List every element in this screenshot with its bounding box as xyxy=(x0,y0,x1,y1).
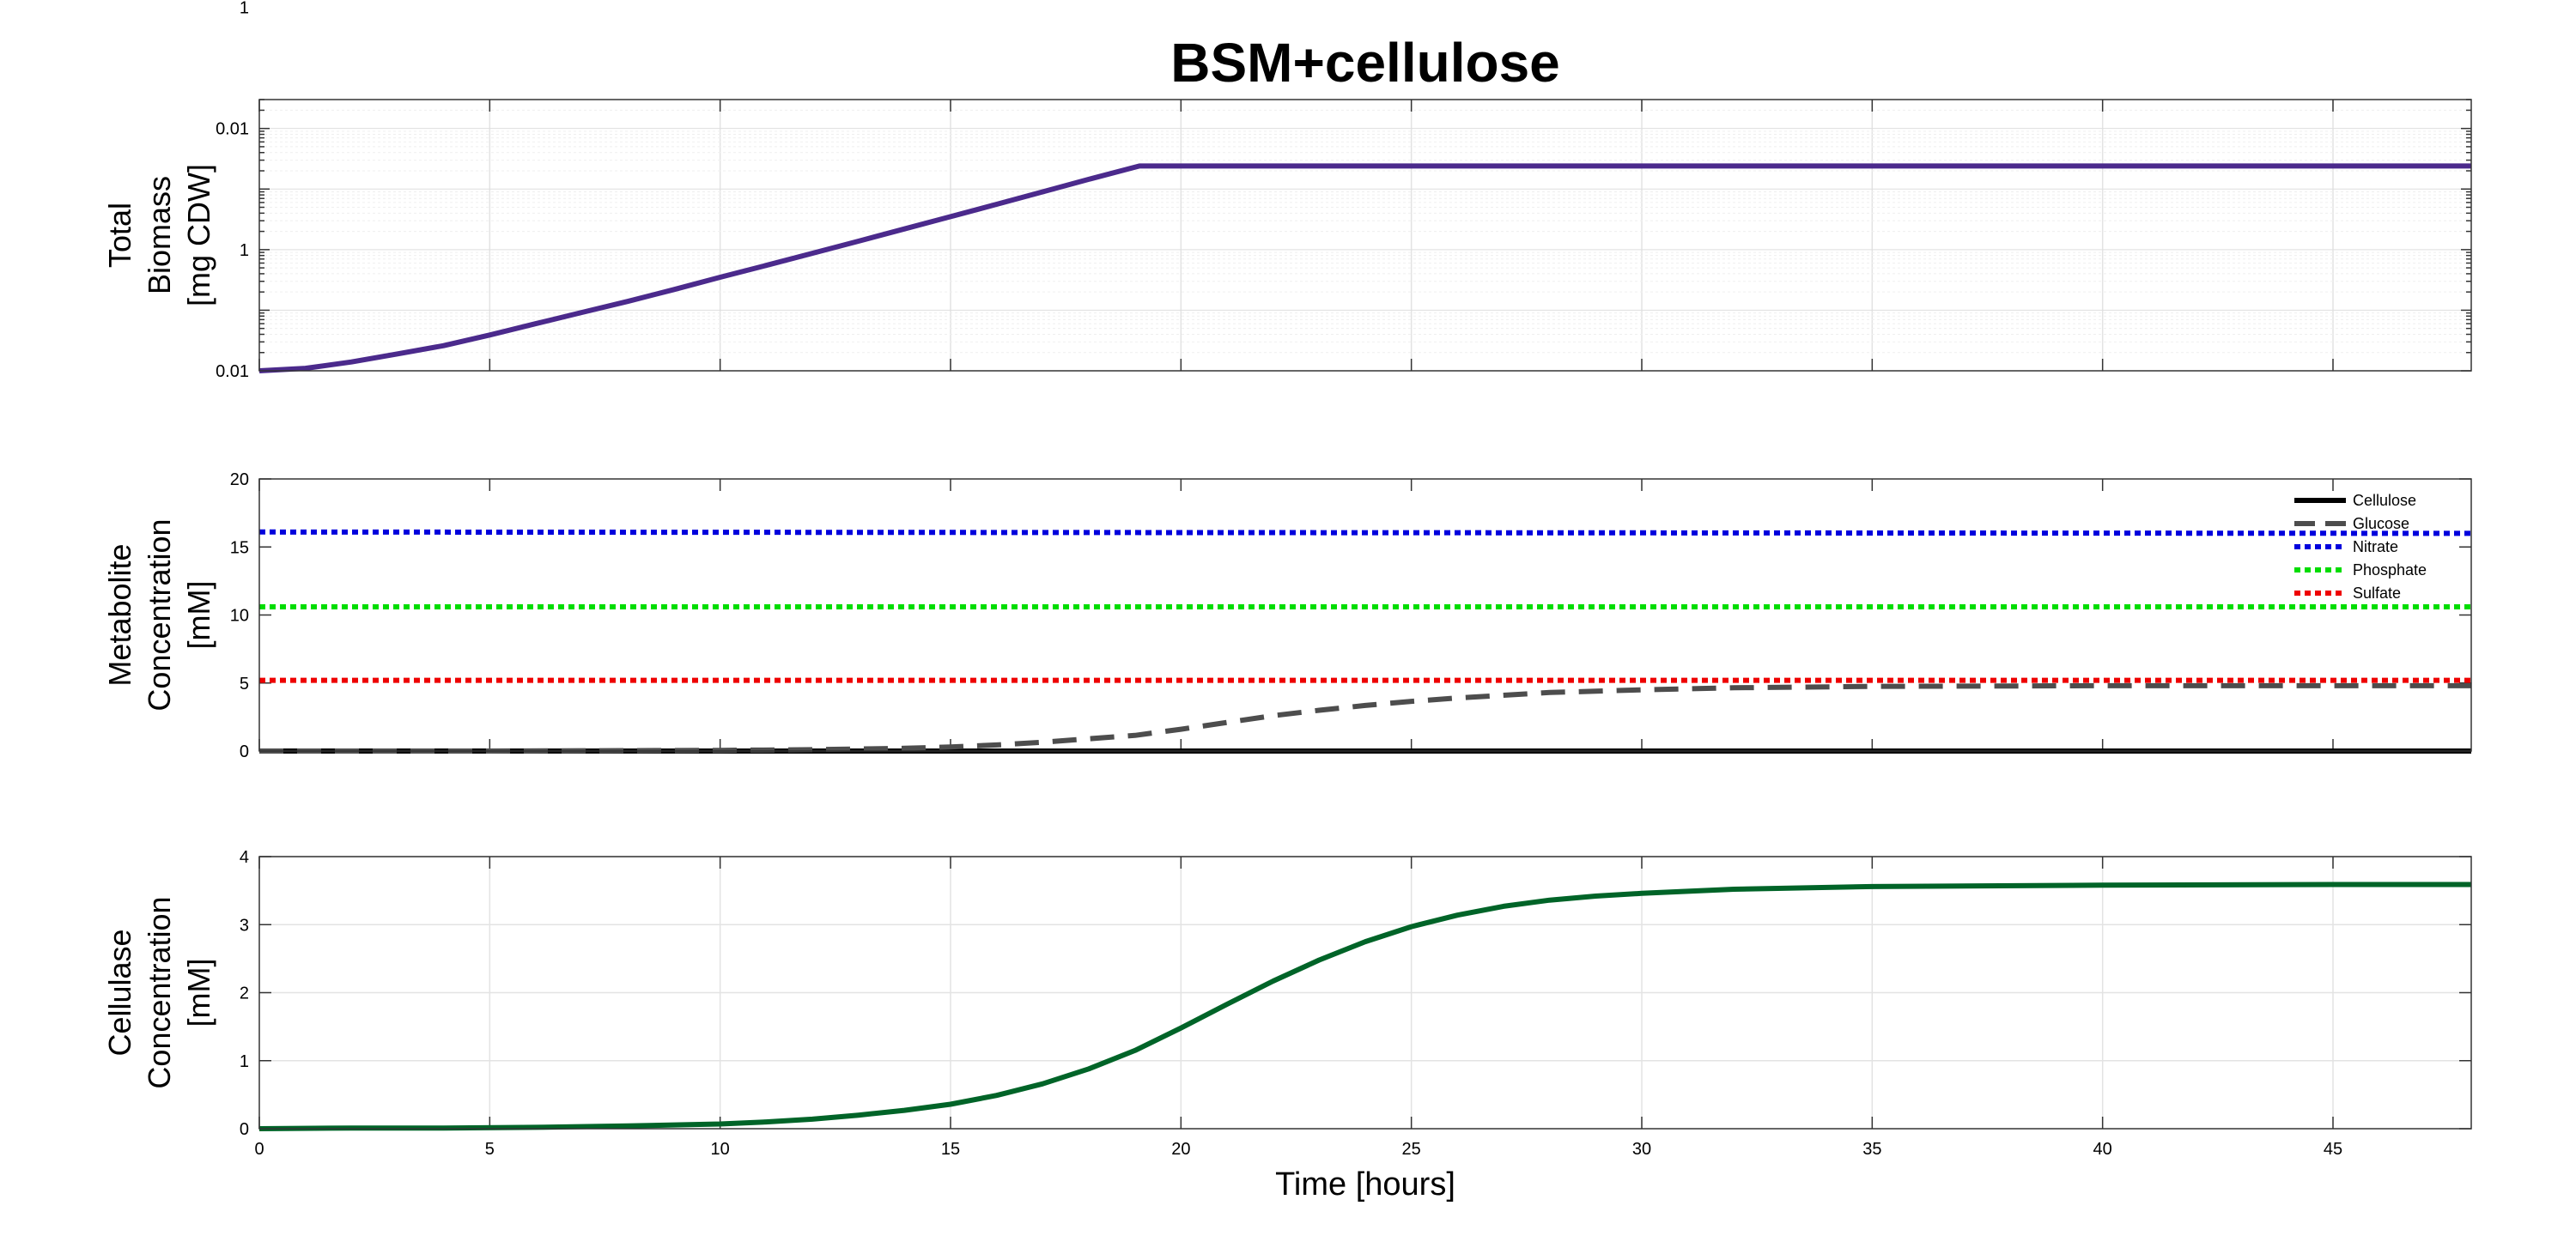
y-axis-label: Cellulase xyxy=(102,929,137,1056)
x-tick-label: 45 xyxy=(2324,1140,2342,1159)
axes-box xyxy=(258,99,2472,372)
y-tick-label: 15 xyxy=(230,538,249,557)
y-axis-label: Biomass xyxy=(142,176,177,294)
y-tick-label: 1 xyxy=(240,0,249,18)
x-tick-label: 40 xyxy=(2093,1140,2112,1159)
x-tick-label: 25 xyxy=(1402,1140,1421,1159)
x-axis-label: Time [hours] xyxy=(1275,1166,1455,1203)
y-axis-label: Metabolite xyxy=(102,543,137,686)
legend-label: Sulfate xyxy=(2353,585,2401,602)
x-tick-label: 20 xyxy=(1171,1140,1190,1159)
x-tick-label: 15 xyxy=(941,1140,960,1159)
legend-label: Cellulose xyxy=(2353,492,2416,509)
axes-box xyxy=(258,856,2472,1130)
y-tick-label: 10 xyxy=(230,607,249,626)
x-tick-label: 30 xyxy=(1632,1140,1651,1159)
y-axis-label: Total xyxy=(102,203,137,268)
y-axis-label: [mM] xyxy=(181,581,216,650)
x-tick-label: 5 xyxy=(485,1140,495,1159)
y-tick-label: 1 xyxy=(240,1052,249,1071)
y-tick-label: 0.01 xyxy=(216,362,249,381)
series-line-nitrate xyxy=(258,529,2472,536)
y-tick-label: 0 xyxy=(240,1120,249,1139)
y-tick-label: 0 xyxy=(240,742,249,761)
series-line-3 xyxy=(258,882,2471,1131)
plot-area xyxy=(259,479,2471,751)
legend-label: Nitrate xyxy=(2353,538,2398,555)
y-tick-label: 2 xyxy=(240,985,249,1003)
series-line-glucose xyxy=(259,682,2471,754)
y-axis-label: [mg CDW] xyxy=(181,164,216,306)
y-axis-label: [mM] xyxy=(181,959,216,1027)
y-tick-label: 3 xyxy=(240,916,249,935)
panel-2: 0 5 10 15 20 Metabolite Concentration [mM] Cellu… xyxy=(102,470,2472,761)
y-axis-label: Concentration xyxy=(142,896,177,1088)
axes-box xyxy=(258,478,2472,752)
plot-area xyxy=(259,100,2471,371)
x-tick-label: 35 xyxy=(1862,1140,1881,1159)
y-axis-label: Concentration xyxy=(142,518,177,711)
panel-1: 0.01 1 0.01 1 Total Biomass [mg CDW] xyxy=(102,0,2472,381)
y-tick-label: 5 xyxy=(240,675,249,694)
y-tick-label: 0.01 xyxy=(216,120,249,139)
legend-label: Phosphate xyxy=(2353,561,2427,579)
legend-label: Glucose xyxy=(2353,515,2409,532)
figure-title: BSM+cellulose xyxy=(1170,32,1560,94)
series-line-1 xyxy=(258,163,2471,373)
y-tick-label: 20 xyxy=(230,470,249,489)
y-tick-label: 4 xyxy=(240,848,249,867)
x-tick-label: 0 xyxy=(254,1140,264,1159)
x-tick-label: 10 xyxy=(711,1140,730,1159)
y-tick-label: 1 xyxy=(240,241,249,260)
